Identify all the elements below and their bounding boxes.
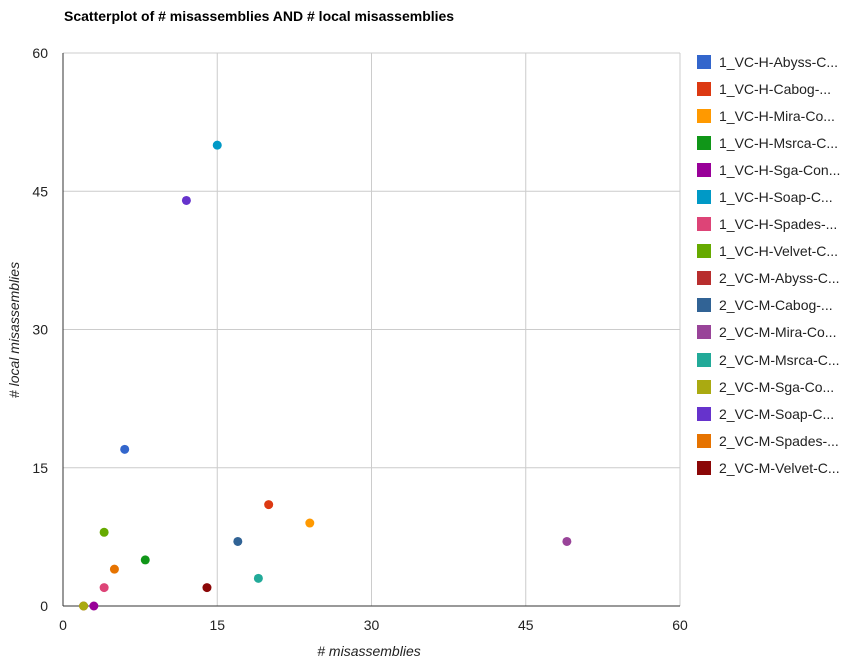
data-point[interactable] [264,500,274,510]
legend-swatch [697,379,711,394]
legend-swatch [697,406,711,421]
scatter-plot: 0 15 30 45 60 0 15 30 45 60 # misassemblies # loc… [6,45,688,659]
data-point[interactable] [233,536,243,546]
y-tick-label: 0 [40,598,48,614]
x-tick-label: 30 [364,617,380,633]
data-point[interactable] [202,583,212,593]
legend-swatch [697,352,711,367]
legend-label: 1_VC-H-Sga-Con... [719,161,841,178]
x-tick-label: 15 [209,617,225,633]
legend-item[interactable]: 1_VC-H-Spades-... [697,211,840,238]
y-tick-label: 30 [32,322,48,338]
tick-labels: 0 15 30 45 60 0 15 30 45 60 [32,45,688,633]
legend-item[interactable]: 2_VC-M-Sga-Co... [697,373,840,400]
legend-item[interactable]: 1_VC-H-Velvet-C... [697,238,840,265]
data-point[interactable] [253,573,263,583]
legend-label: 1_VC-H-Soap-C... [719,189,833,206]
data-point[interactable] [89,601,99,611]
legend-label: 2_VC-M-Soap-C... [719,405,835,422]
legend-label: 1_VC-H-Abyss-C... [719,53,839,70]
legend-item[interactable]: 2_VC-M-Velvet-C... [697,454,840,481]
legend-swatch [697,81,711,96]
data-point[interactable] [120,444,130,454]
x-tick-label: 45 [518,617,534,633]
gridlines [63,52,681,606]
data-point[interactable] [99,583,109,593]
legend-item[interactable]: 1_VC-H-Abyss-C... [697,48,840,75]
y-tick-label: 60 [32,45,48,61]
legend-swatch [697,460,711,475]
legend-swatch [697,271,711,286]
legend-label: 1_VC-H-Msrca-C... [719,134,839,151]
legend-item[interactable]: 2_VC-M-Soap-C... [697,400,840,427]
data-point[interactable] [109,564,119,574]
data-point[interactable] [79,601,89,611]
legend-label: 2_VC-M-Msrca-C... [719,351,840,368]
x-tick-label: 0 [59,617,67,633]
data-point[interactable] [99,527,109,537]
legend-swatch [697,190,711,205]
x-tick-label: 60 [672,617,688,633]
legend: 1_VC-H-Abyss-C... 1_VC-H-Cabog-... 1_VC-H-… [697,48,840,482]
legend-item[interactable]: 2_VC-M-Msrca-C... [697,346,840,373]
data-points [79,140,572,611]
legend-swatch [697,135,711,150]
data-point[interactable] [140,555,150,565]
legend-item[interactable]: 1_VC-H-Sga-Con... [697,156,840,183]
legend-label: 1_VC-H-Cabog-... [719,80,832,97]
legend-swatch [697,244,711,259]
legend-label: 2_VC-M-Sga-Co... [719,378,835,395]
legend-label: 2_VC-M-Velvet-C... [719,459,840,476]
legend-swatch [697,162,711,177]
legend-swatch [697,433,711,448]
data-point[interactable] [562,536,572,546]
legend-swatch [697,325,711,340]
legend-item[interactable]: 1_VC-H-Msrca-C... [697,129,840,156]
x-axis-title: # misassemblies [317,643,420,659]
legend-label: 1_VC-H-Velvet-C... [719,243,839,260]
legend-swatch [697,298,711,313]
data-point[interactable] [181,195,191,205]
legend-item[interactable]: 2_VC-M-Mira-Co... [697,319,840,346]
legend-label: 1_VC-H-Spades-... [719,216,838,233]
legend-label: 2_VC-M-Spades-... [719,432,839,449]
legend-item[interactable]: 2_VC-M-Cabog-... [697,292,840,319]
legend-swatch [697,108,711,123]
y-tick-label: 45 [32,183,48,199]
legend-label: 1_VC-H-Mira-Co... [719,107,835,124]
axes [62,53,680,607]
legend-swatch [697,217,711,232]
legend-item[interactable]: 1_VC-H-Cabog-... [697,75,840,102]
legend-swatch [697,54,711,69]
data-point[interactable] [212,140,222,150]
chart-title: Scatterplot of # misassemblies AND # loc… [64,8,455,24]
y-tick-label: 15 [32,460,48,476]
legend-item[interactable]: 1_VC-H-Mira-Co... [697,102,840,129]
legend-item[interactable]: 1_VC-H-Soap-C... [697,183,840,210]
legend-item[interactable]: 2_VC-M-Abyss-C... [697,265,840,292]
data-point[interactable] [305,518,315,528]
y-axis-title: # local misassemblies [6,262,22,398]
legend-label: 2_VC-M-Abyss-C... [719,270,840,287]
legend-label: 2_VC-M-Mira-Co... [719,324,837,341]
legend-item[interactable]: 2_VC-M-Spades-... [697,427,840,454]
legend-label: 2_VC-M-Cabog-... [719,297,833,314]
